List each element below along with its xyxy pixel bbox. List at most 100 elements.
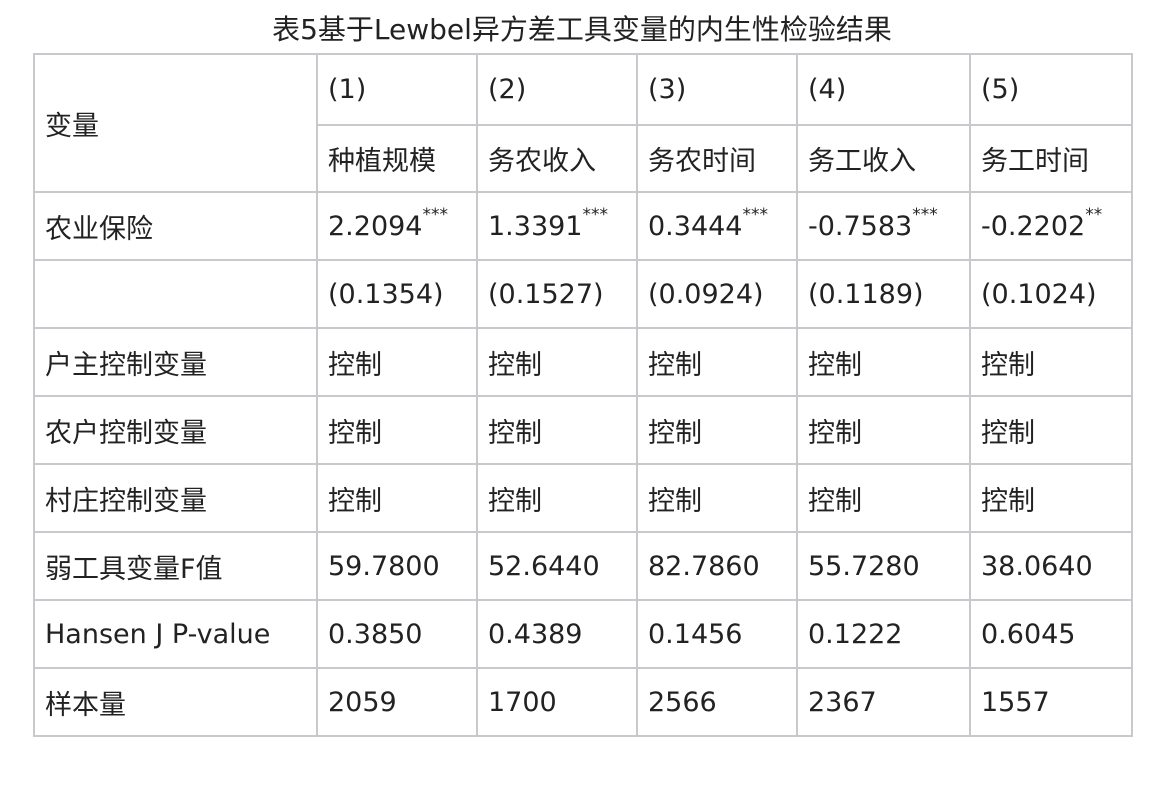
table-row: 样本量 2059 1700 2566 2367 1557: [33, 667, 1133, 737]
significance-stars: ***: [912, 204, 938, 225]
column-number: (5): [969, 52, 1133, 127]
table-cell: 2059: [316, 667, 478, 737]
row-label: [33, 259, 318, 329]
cell-value: 控制: [648, 485, 702, 517]
table-cell: 控制: [969, 463, 1133, 533]
column-name: 务工收入: [796, 124, 971, 193]
table-cell: 1700: [476, 667, 638, 737]
cell-value: 1.3391: [488, 210, 583, 242]
table-cell: 38.0640: [969, 531, 1133, 601]
cell-value: 控制: [648, 417, 702, 449]
row-label: 样本量: [33, 667, 318, 737]
cell-value: 控制: [328, 417, 382, 449]
table-cell: 控制: [969, 327, 1133, 397]
significance-stars: ***: [422, 204, 448, 225]
cell-value: 0.4389: [488, 618, 583, 650]
table-cell: (0.1527): [476, 259, 638, 329]
cell-value: 38.0640: [981, 550, 1093, 582]
cell-value: (0.1354): [328, 278, 444, 310]
significance-stars: ***: [742, 204, 768, 225]
cell-value: 2566: [648, 686, 717, 718]
table-cell: 控制: [636, 463, 798, 533]
column-name: 务农收入: [476, 124, 638, 193]
column-number: (3): [636, 52, 798, 127]
row-label: 弱工具变量F值: [33, 531, 318, 601]
table-cell: 控制: [316, 463, 478, 533]
table-cell: 控制: [636, 395, 798, 465]
cell-value: 0.1222: [808, 618, 903, 650]
cell-value: 59.7800: [328, 550, 440, 582]
table-cell: 控制: [476, 327, 638, 397]
cell-value: 控制: [981, 417, 1035, 449]
cell-value: -0.2202: [981, 210, 1086, 242]
table-cell: 0.6045: [969, 599, 1133, 669]
table-cell: (0.1024): [969, 259, 1133, 329]
table-cell: 0.4389: [476, 599, 638, 669]
table-row: 农户控制变量 控制 控制 控制 控制 控制: [33, 395, 1133, 465]
cell-value: 82.7860: [648, 550, 760, 582]
column-name: 务工时间: [969, 124, 1133, 193]
cell-value: (0.1024): [981, 278, 1097, 310]
table-cell: 2566: [636, 667, 798, 737]
table-cell: 2.2094***: [316, 191, 478, 261]
table-cell: 控制: [476, 395, 638, 465]
table-cell: 1.3391***: [476, 191, 638, 261]
significance-stars: **: [1085, 204, 1103, 225]
cell-value: 0.3850: [328, 618, 423, 650]
cell-value: 控制: [488, 349, 542, 381]
table-row: (0.1354) (0.1527) (0.0924) (0.1189) (0.1024): [33, 259, 1133, 329]
table-cell: 2367: [796, 667, 971, 737]
row-label: 村庄控制变量: [33, 463, 318, 533]
table-cell: 52.6440: [476, 531, 638, 601]
results-table: 变量 (1) (2) (3) (4) (5) 种植规模 务农收入 务农时间 务工收入 务工时间 农业保…: [33, 52, 1133, 737]
cell-value: 2367: [808, 686, 877, 718]
cell-value: 0.3444: [648, 210, 743, 242]
table-cell: 控制: [796, 395, 971, 465]
cell-value: (0.1189): [808, 278, 924, 310]
cell-value: 2059: [328, 686, 397, 718]
table-cell: 控制: [316, 327, 478, 397]
cell-value: (0.1527): [488, 278, 604, 310]
table-cell: 0.1456: [636, 599, 798, 669]
table-cell: (0.0924): [636, 259, 798, 329]
table-cell: 控制: [796, 327, 971, 397]
cell-value: 控制: [488, 417, 542, 449]
cell-value: 1557: [981, 686, 1050, 718]
cell-value: (0.0924): [648, 278, 764, 310]
cell-value: 控制: [328, 349, 382, 381]
column-number: (2): [476, 52, 638, 127]
table-cell: 控制: [476, 463, 638, 533]
column-name: 种植规模: [316, 124, 478, 193]
table-cell: (0.1189): [796, 259, 971, 329]
cell-value: 控制: [328, 485, 382, 517]
table-row: 弱工具变量F值 59.7800 52.6440 82.7860 55.7280 38.06…: [33, 531, 1133, 601]
table-cell: 0.3444***: [636, 191, 798, 261]
cell-value: 0.1456: [648, 618, 743, 650]
header-row: 种植规模 务农收入 务农时间 务工收入 务工时间: [34, 124, 1133, 193]
table-cell: 0.3850: [316, 599, 478, 669]
column-number: (4): [796, 52, 971, 127]
table-cell: 82.7860: [636, 531, 798, 601]
table-cell: -0.2202**: [969, 191, 1133, 261]
row-label: 农业保险: [33, 191, 318, 261]
row-label: 农户控制变量: [33, 395, 318, 465]
row-label: 户主控制变量: [33, 327, 318, 397]
row-label: Hansen J P-value: [33, 599, 318, 669]
cell-value: 0.6045: [981, 618, 1076, 650]
table-row: 户主控制变量 控制 控制 控制 控制 控制: [33, 327, 1133, 397]
table-cell: -0.7583***: [796, 191, 971, 261]
cell-value: 控制: [981, 485, 1035, 517]
cell-value: 1700: [488, 686, 557, 718]
significance-stars: ***: [582, 204, 608, 225]
cell-value: 控制: [808, 349, 862, 381]
cell-value: -0.7583: [808, 210, 913, 242]
header-variable: 变量: [33, 53, 318, 193]
table-row: 村庄控制变量 控制 控制 控制 控制 控制: [33, 463, 1133, 533]
table-cell: (0.1354): [316, 259, 478, 329]
cell-value: 55.7280: [808, 550, 920, 582]
header-row: 变量 (1) (2) (3) (4) (5): [33, 52, 1133, 193]
table-row: 农业保险 2.2094*** 1.3391*** 0.3444*** -0.7583**…: [33, 191, 1133, 261]
cell-value: 控制: [488, 485, 542, 517]
table-cell: 1557: [969, 667, 1133, 737]
cell-value: 控制: [808, 485, 862, 517]
